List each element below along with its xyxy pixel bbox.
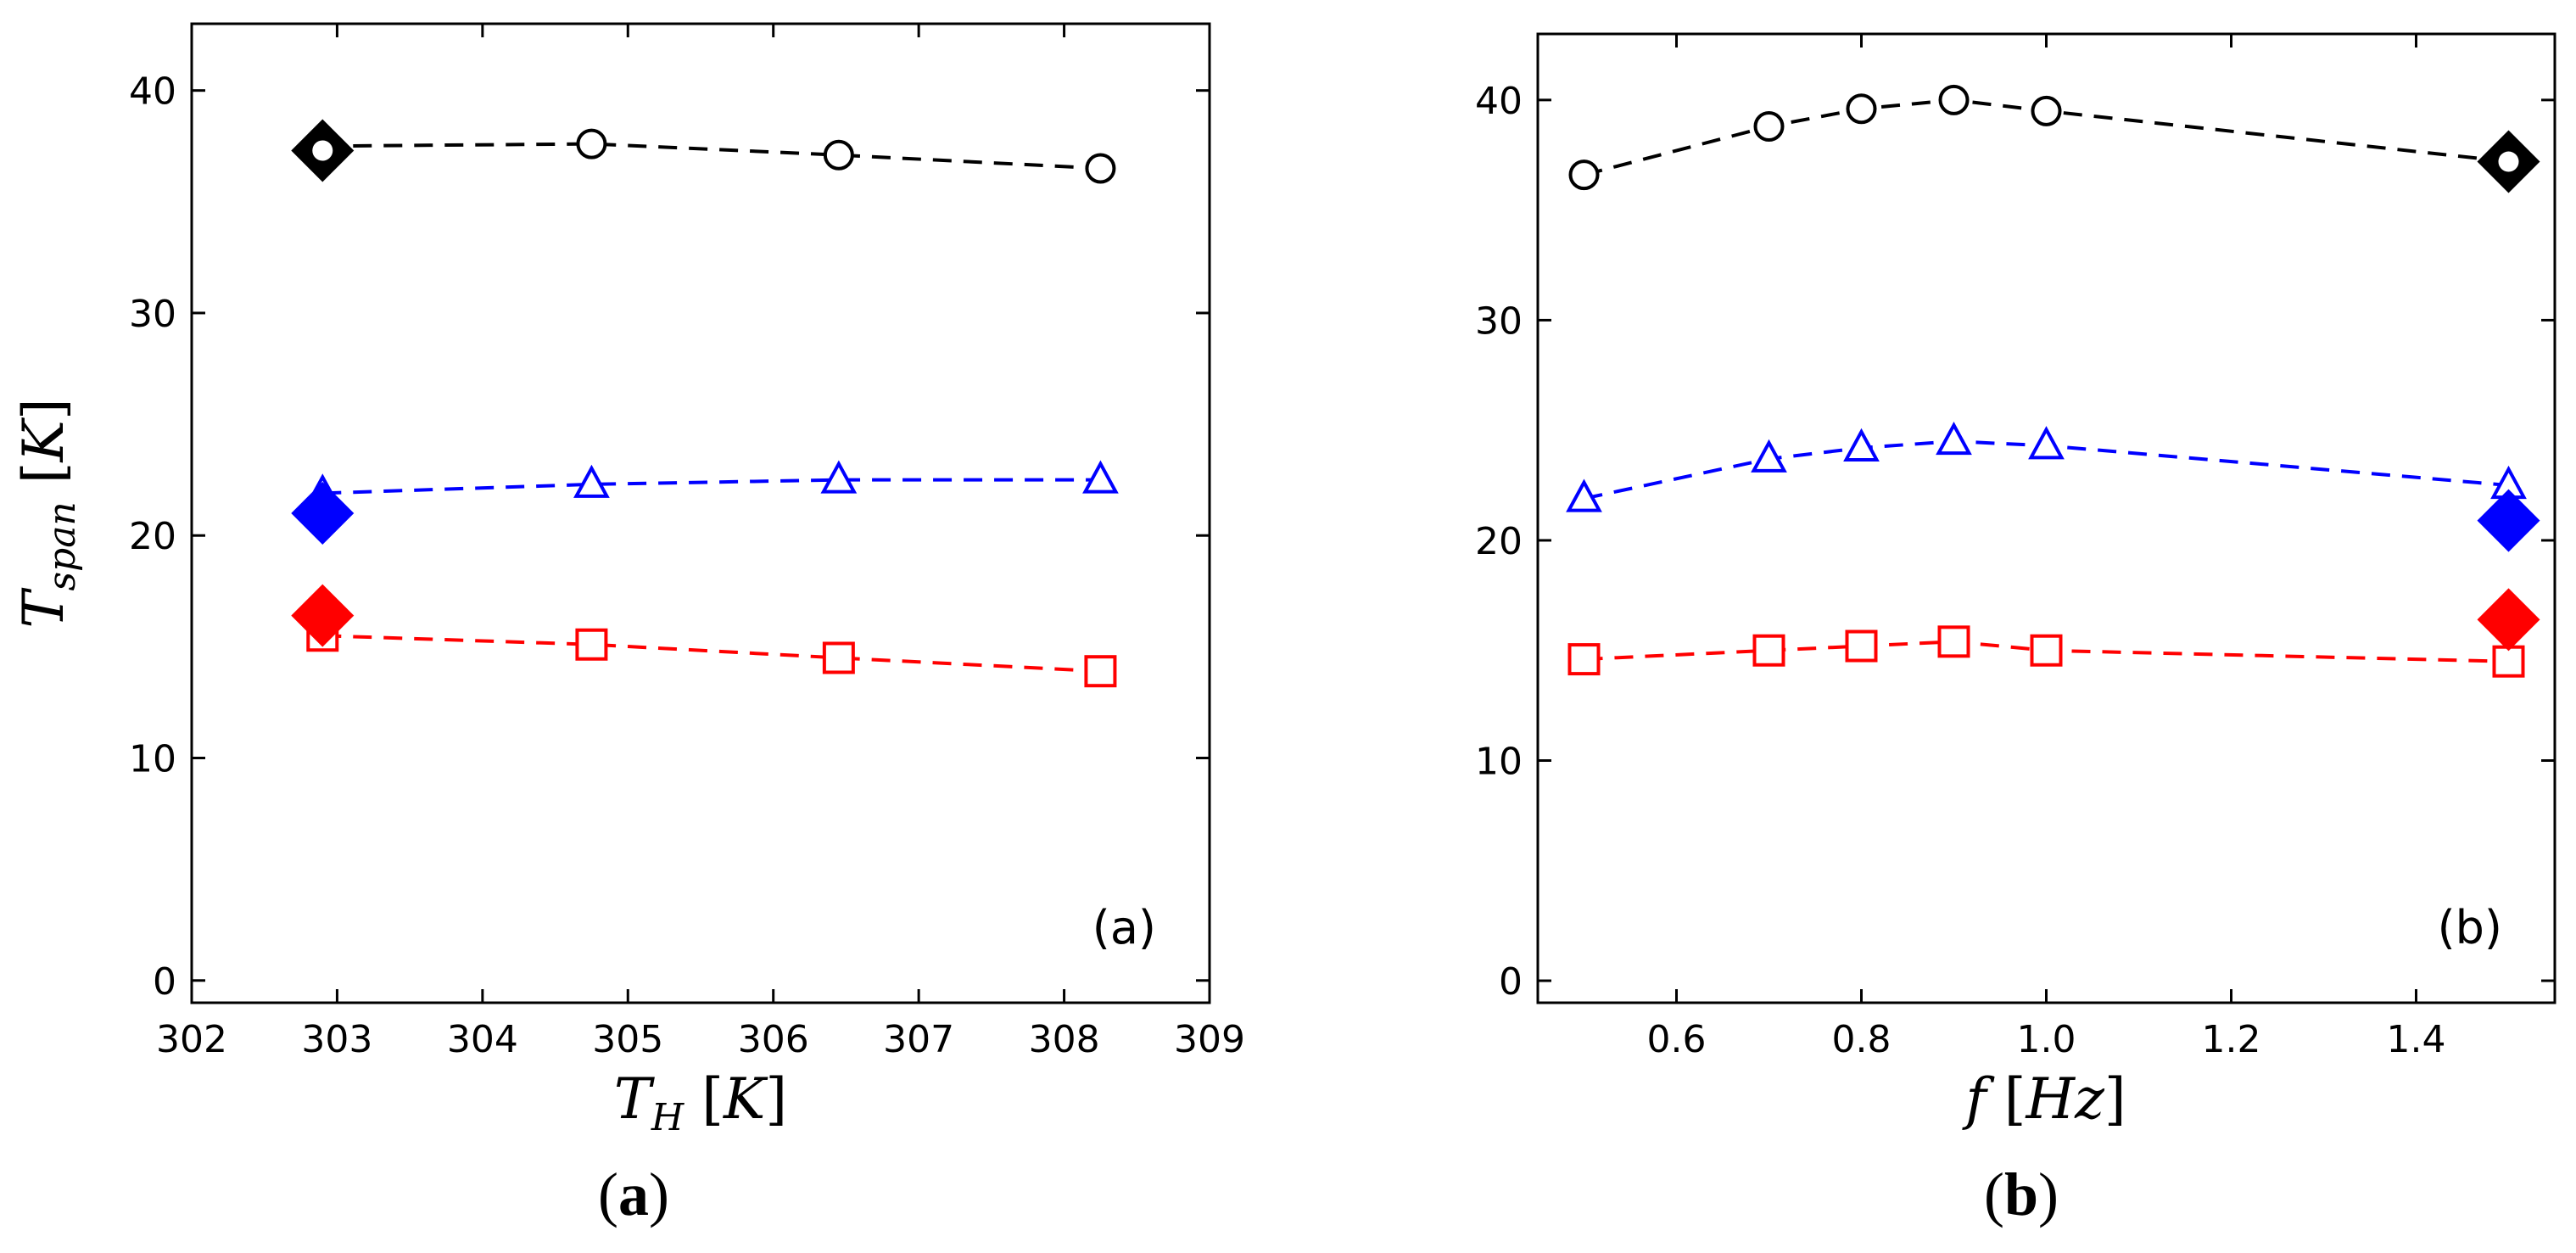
y-axis-bracket-open: [	[11, 461, 76, 501]
diamond-marker	[291, 584, 355, 647]
x-tick-label: 302	[156, 1018, 227, 1061]
x-axis-label-sub: H	[651, 1096, 685, 1139]
y-tick-label: 40	[1475, 80, 1523, 123]
plot-frame	[1536, 32, 2556, 1004]
y-axis-label-unit: K	[11, 417, 76, 462]
data-point-square	[1567, 643, 1601, 676]
caption-letter: a	[618, 1161, 649, 1228]
x-tick-label: 0.8	[1832, 1018, 1891, 1061]
series-line-circle	[322, 142, 1101, 171]
x-axis-label-main: T	[614, 1066, 656, 1132]
data-point-circle	[1753, 111, 1785, 143]
data-point-square	[2030, 634, 2063, 667]
x-tick-label: 306	[738, 1018, 809, 1061]
data-point-triangle	[2028, 426, 2065, 460]
x-tick-label: 1.0	[2017, 1018, 2076, 1061]
x-tick-label: 0.6	[1647, 1018, 1707, 1061]
data-point-triangle	[1936, 421, 1972, 456]
data-point-circle	[576, 128, 607, 159]
data-point-circle	[1568, 159, 1600, 191]
data-point-triangle	[1843, 428, 1880, 461]
panel-caption: (b)	[1984, 1161, 2059, 1228]
y-axis-bracket-close: ]	[11, 398, 76, 420]
data-point-circle	[823, 139, 854, 171]
y-tick-label: 40	[129, 70, 176, 114]
y-tick-label: 0	[153, 960, 176, 1004]
data-point-triangle	[1082, 460, 1119, 494]
y-tick-label: 30	[1475, 299, 1523, 343]
data-point-square	[822, 641, 855, 674]
panel-tag: (b)	[2438, 901, 2502, 954]
y-tick-label: 10	[129, 738, 176, 781]
x-axis-label: TH [K]	[614, 1066, 787, 1139]
caption-paren-close: )	[2038, 1161, 2059, 1228]
data-point-square	[575, 628, 608, 661]
x-tick-label: 308	[1029, 1018, 1100, 1061]
caption-letter: b	[2004, 1161, 2038, 1228]
caption-paren-open: (	[1984, 1161, 2004, 1228]
data-point-square	[1845, 629, 1878, 663]
y-tick-label: 0	[1499, 960, 1523, 1004]
data-point-triangle	[1566, 478, 1602, 512]
diamond-center-dot	[2498, 151, 2519, 172]
diamond-center-dot	[312, 140, 333, 161]
data-point-triangle	[1751, 439, 1787, 473]
x-tick-label: 1.2	[2202, 1018, 2261, 1061]
x-tick-label: 304	[447, 1018, 518, 1061]
data-point-circle	[1085, 153, 1116, 184]
x-tick-label: 303	[301, 1018, 372, 1061]
panel-tag: (a)	[1092, 901, 1156, 954]
x-axis-label-unit: Hz	[2026, 1066, 2106, 1132]
x-tick-label: 1.4	[2387, 1018, 2446, 1061]
plot-frame	[190, 22, 1211, 1004]
diamond-marker	[291, 482, 355, 545]
caption-paren-open: (	[598, 1161, 618, 1228]
x-axis-label-unit: K	[723, 1066, 768, 1132]
y-axis-label-sub: span	[41, 501, 84, 590]
data-point-square	[1084, 655, 1117, 688]
series-line-circle	[1583, 98, 2509, 177]
x-axis-bracket-open: [	[1986, 1066, 2026, 1132]
data-point-circle	[1846, 93, 1877, 125]
series-line-triangle	[322, 478, 1101, 495]
x-tick-label: 305	[592, 1018, 663, 1061]
x-axis-bracket-close: ]	[765, 1066, 787, 1132]
diamond-marker	[2477, 588, 2540, 652]
panel-b: 0.6 0.8 1.0 1.2 1.4 0 10 20 30 40 (b) f [Hz] (b)	[1475, 32, 2556, 1228]
diamond-marker	[2477, 489, 2540, 552]
y-axis-label-main: T	[11, 587, 76, 629]
data-point-triangle	[573, 464, 610, 498]
x-axis-bracket-open: [	[684, 1066, 724, 1132]
y-tick-label: 20	[129, 515, 176, 558]
y-tick-label: 30	[129, 293, 176, 336]
panel-caption: (a)	[598, 1161, 669, 1228]
data-point-circle	[1938, 84, 1970, 115]
series-line-square	[322, 634, 1101, 674]
data-point-square	[2492, 645, 2525, 678]
y-tick-label: 20	[1475, 520, 1523, 563]
caption-paren-close: )	[649, 1161, 669, 1228]
x-tick-label: 307	[883, 1018, 954, 1061]
x-axis-bracket-close: ]	[2104, 1066, 2126, 1132]
series-line-square	[1584, 640, 2509, 663]
data-point-square	[1937, 625, 1970, 658]
data-point-circle	[2031, 95, 2062, 126]
y-axis-label: Tspan [K]	[11, 398, 84, 628]
x-tick-label: 309	[1174, 1018, 1245, 1061]
series-line-triangle	[1584, 439, 2509, 501]
data-point-triangle	[820, 460, 858, 494]
y-tick-label: 10	[1475, 741, 1523, 784]
x-axis-label: f [Hz]	[1961, 1066, 2126, 1132]
data-point-square	[1752, 634, 1785, 667]
